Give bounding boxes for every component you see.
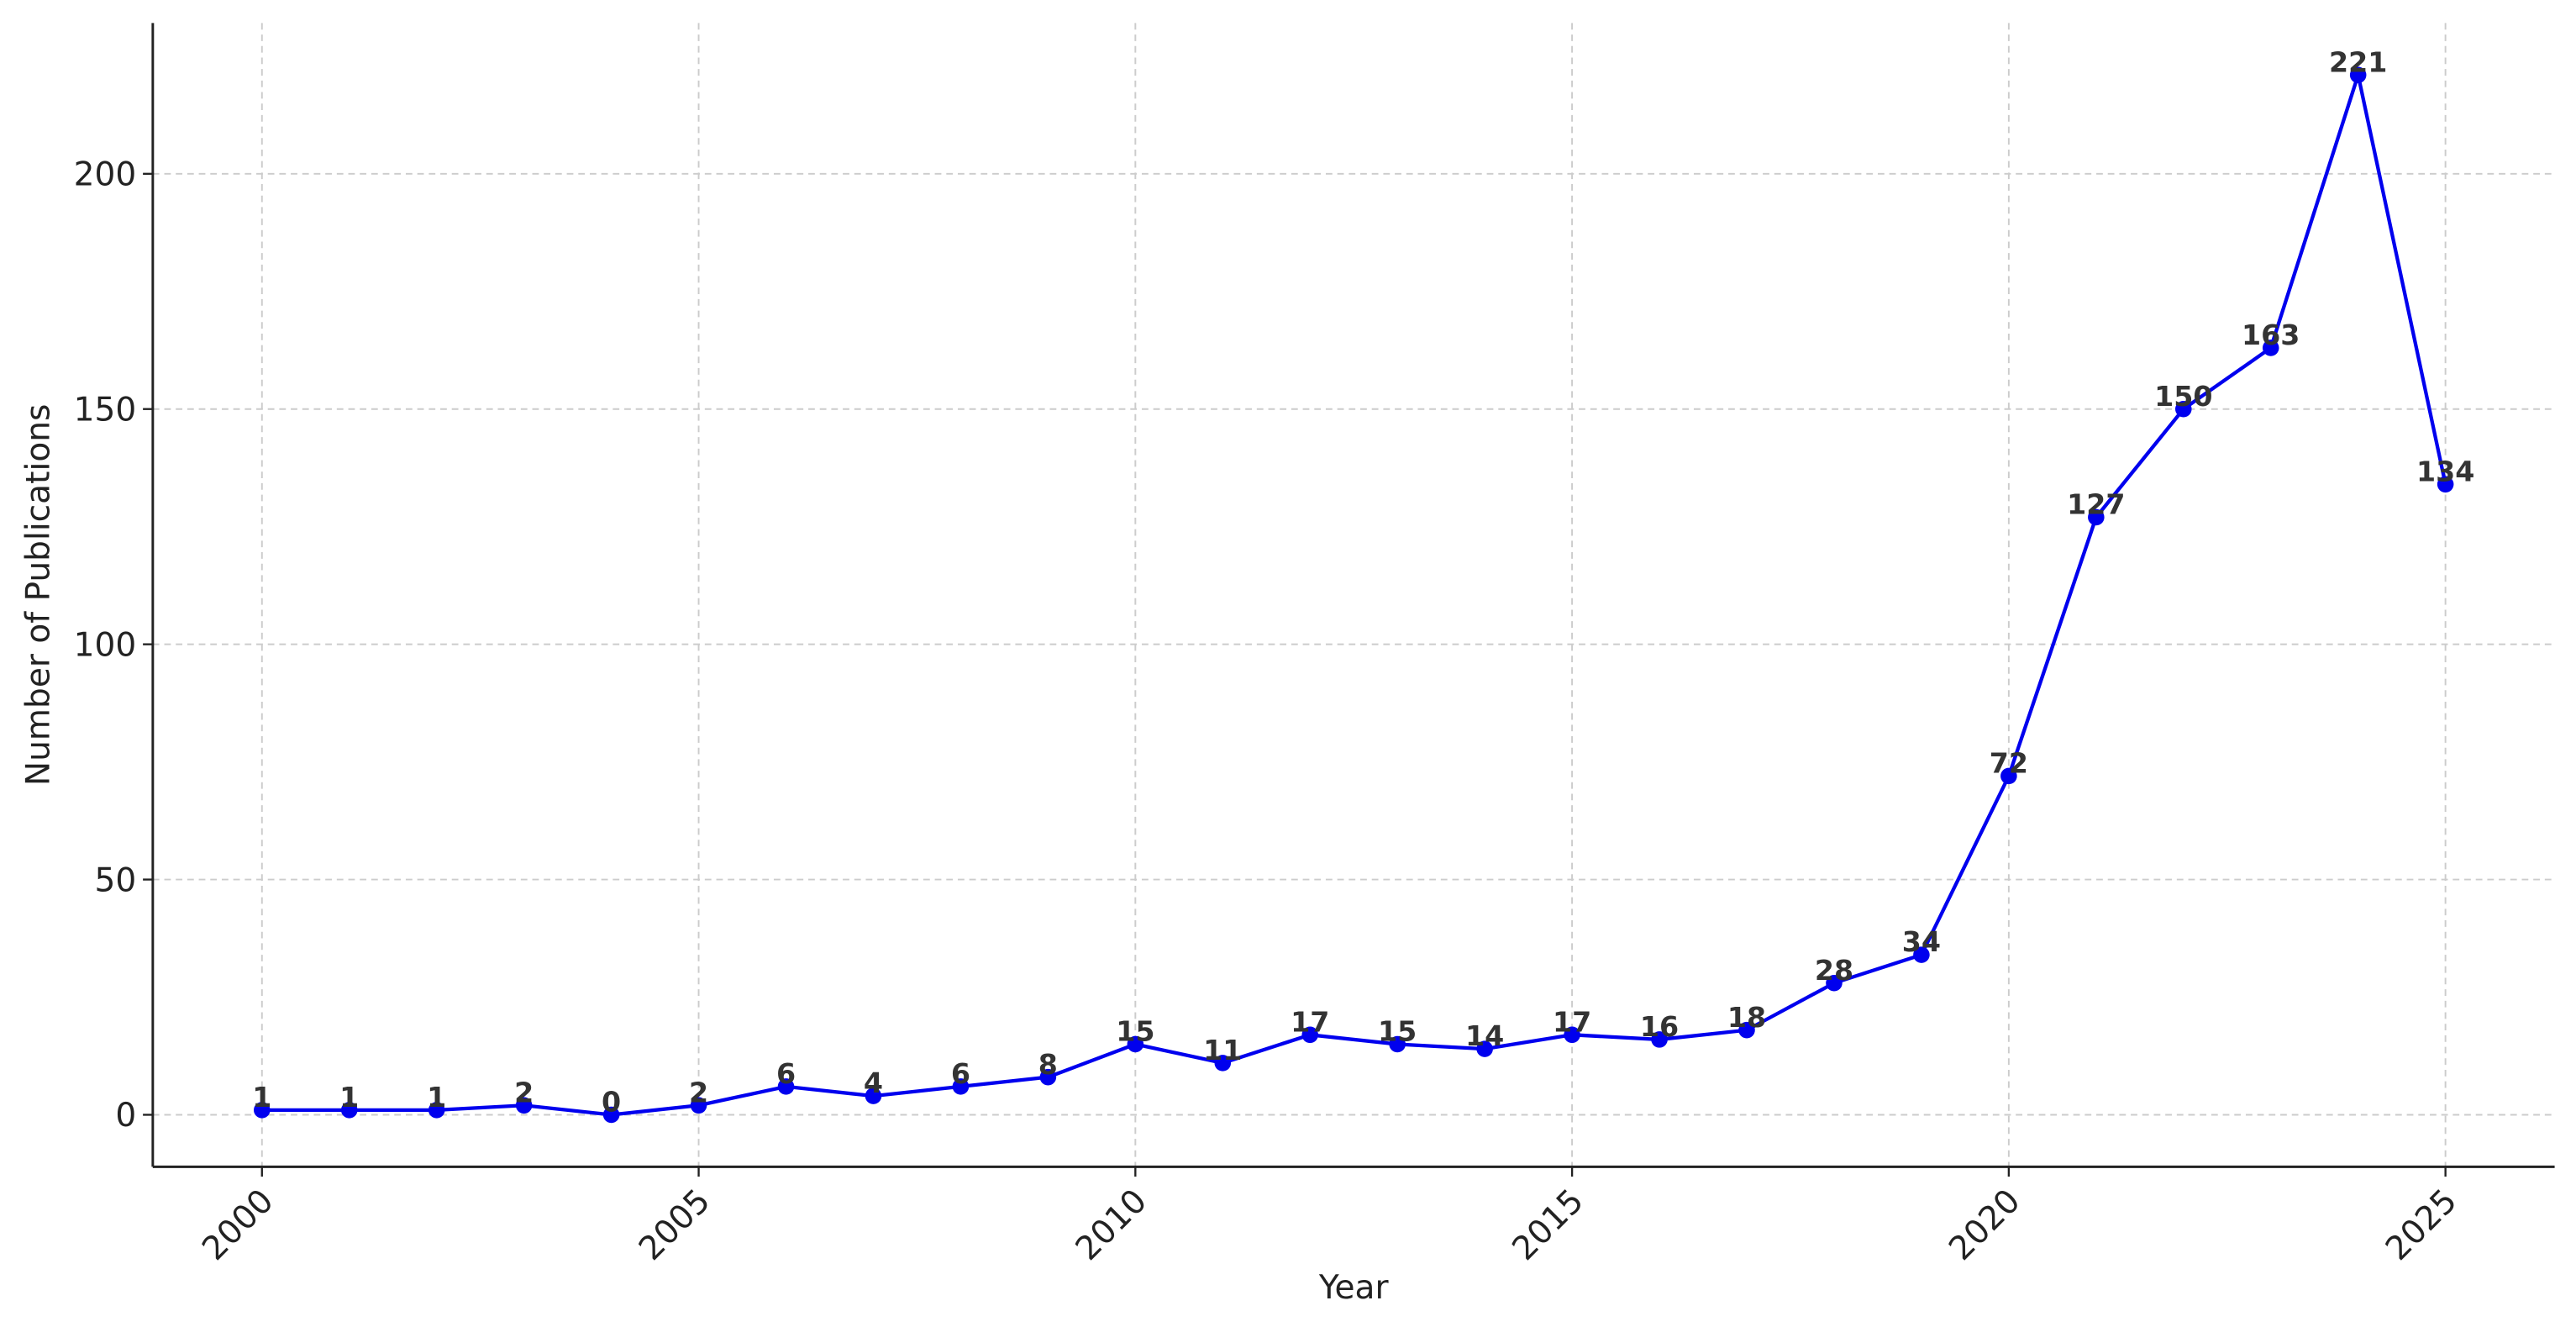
data-point xyxy=(777,1078,795,1095)
y-tick-label: 100 xyxy=(74,626,137,664)
x-tick-label: 2025 xyxy=(2379,1182,2464,1268)
data-point xyxy=(1738,1021,1755,1039)
value-label: 18 xyxy=(1727,1001,1766,1034)
value-label: 4 xyxy=(864,1066,883,1099)
value-label: 0 xyxy=(602,1086,621,1119)
data-point xyxy=(515,1097,533,1114)
value-label: 34 xyxy=(1902,925,1941,958)
data-point xyxy=(1476,1040,1493,1057)
data-point xyxy=(690,1097,707,1114)
data-point xyxy=(254,1102,271,1119)
value-label: 1 xyxy=(339,1081,359,1114)
data-point xyxy=(1301,1026,1319,1044)
data-point xyxy=(865,1087,882,1104)
y-axis-title: Number of Publications xyxy=(20,404,58,786)
y-tick-label: 150 xyxy=(74,391,137,429)
data-point xyxy=(2262,340,2279,356)
y-tick-label: 200 xyxy=(74,155,137,193)
data-point xyxy=(1651,1031,1668,1048)
data-point xyxy=(1826,974,1843,992)
data-line xyxy=(261,67,2447,1117)
value-label: 1 xyxy=(252,1081,271,1114)
value-label: 2 xyxy=(689,1076,708,1108)
value-label: 2 xyxy=(514,1076,534,1108)
value-label: 14 xyxy=(1465,1019,1504,1052)
data-point xyxy=(1564,1026,1580,1044)
value-label: 221 xyxy=(2329,45,2387,78)
data-point xyxy=(2437,476,2454,493)
value-label: 28 xyxy=(1815,954,1853,987)
x-tick-label: 2010 xyxy=(1069,1182,1154,1268)
data-point xyxy=(340,1102,358,1119)
value-label: 17 xyxy=(1553,1005,1591,1038)
y-tick-label: 50 xyxy=(95,861,137,899)
x-tick-label: 2000 xyxy=(195,1182,281,1268)
value-label: 8 xyxy=(1038,1048,1058,1081)
x-tick-label: 2005 xyxy=(632,1182,718,1268)
value-label: 15 xyxy=(1116,1015,1154,1048)
data-point xyxy=(2088,508,2105,526)
value-label: 127 xyxy=(2067,488,2125,521)
value-label: 6 xyxy=(951,1057,970,1090)
value-label: 11 xyxy=(1203,1034,1242,1066)
value-label: 16 xyxy=(1640,1010,1679,1043)
value-label: 134 xyxy=(2416,455,2474,487)
value-label: 150 xyxy=(2154,380,2212,413)
data-point xyxy=(2174,400,2192,418)
value-label: 1 xyxy=(427,1081,446,1114)
x-tick-label: 2020 xyxy=(1942,1182,2027,1268)
data-point xyxy=(1039,1068,1057,1086)
data-point xyxy=(602,1106,620,1124)
data-point xyxy=(1389,1035,1406,1053)
value-label: 17 xyxy=(1291,1005,1329,1038)
data-point xyxy=(1913,946,1930,963)
data-point xyxy=(2349,66,2367,84)
value-label: 6 xyxy=(776,1057,796,1090)
value-label: 15 xyxy=(1378,1015,1417,1048)
data-point xyxy=(1214,1055,1232,1072)
value-label: 163 xyxy=(2242,319,2300,351)
data-point xyxy=(952,1078,970,1095)
x-axis-title: Year xyxy=(1318,1269,1390,1307)
data-point xyxy=(1127,1035,1144,1053)
x-tick-label: 2015 xyxy=(1506,1182,1591,1268)
data-point xyxy=(2000,767,2017,785)
data-point xyxy=(428,1102,445,1119)
value-label: 72 xyxy=(1990,746,2028,779)
y-tick-label: 0 xyxy=(115,1097,136,1135)
